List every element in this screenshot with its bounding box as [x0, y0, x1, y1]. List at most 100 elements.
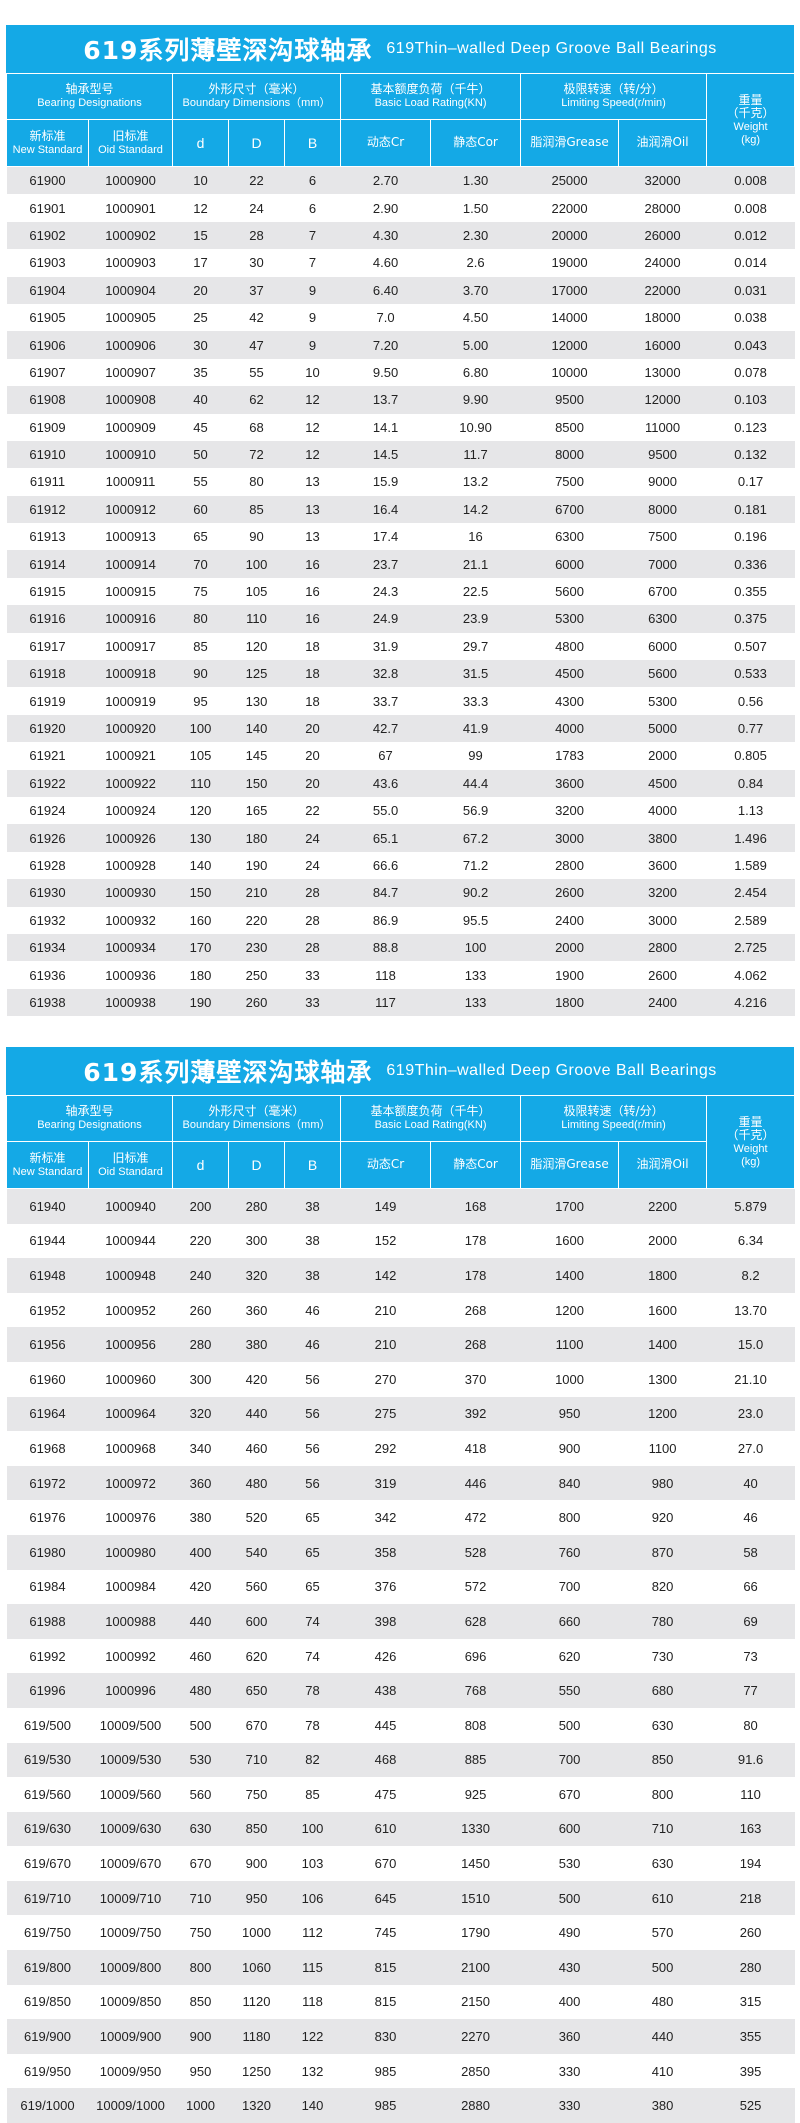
- cell-bore-d: 100: [173, 715, 229, 742]
- cell-width-B: 140: [285, 2088, 341, 2123]
- cell-old-standard: 1000914: [89, 550, 173, 577]
- cell-oil-speed: 13000: [619, 359, 707, 386]
- cell-outer-D: 37: [229, 277, 285, 304]
- bearing-table-section-2: 619系列薄壁深沟球轴承 619Thin–walled Deep Groove …: [6, 1047, 794, 2123]
- cell-dynamic-cr: 376: [341, 1570, 431, 1605]
- cell-static-cor: 11.7: [431, 441, 521, 468]
- cell-weight: 58: [707, 1535, 795, 1570]
- cell-new-standard: 61976: [7, 1500, 89, 1535]
- cell-oil-speed: 1800: [619, 1258, 707, 1293]
- cell-oil-speed: 1200: [619, 1397, 707, 1432]
- cell-dynamic-cr: 342: [341, 1500, 431, 1535]
- cell-grease-speed: 1200: [521, 1293, 619, 1328]
- cell-old-standard: 1000924: [89, 797, 173, 824]
- cell-outer-D: 260: [229, 989, 285, 1016]
- cell-outer-D: 72: [229, 441, 285, 468]
- header-static-cor: 静态Cor: [431, 1142, 521, 1189]
- cell-bore-d: 190: [173, 989, 229, 1016]
- cell-outer-D: 100: [229, 550, 285, 577]
- cell-grease-speed: 6000: [521, 550, 619, 577]
- cell-grease-speed: 1783: [521, 742, 619, 769]
- cell-bore-d: 220: [173, 1224, 229, 1259]
- cell-outer-D: 30: [229, 249, 285, 276]
- cell-static-cor: 4.50: [431, 304, 521, 331]
- table-title-bar: 619系列薄壁深沟球轴承 619Thin–walled Deep Groove …: [6, 25, 794, 73]
- cell-dynamic-cr: 24.9: [341, 605, 431, 632]
- cell-oil-speed: 480: [619, 1985, 707, 2020]
- cell-weight: 0.008: [707, 167, 795, 195]
- cell-grease-speed: 330: [521, 2054, 619, 2089]
- cell-weight: 46: [707, 1500, 795, 1535]
- cell-new-standard: 61905: [7, 304, 89, 331]
- cell-weight: 69: [707, 1604, 795, 1639]
- cell-bore-d: 25: [173, 304, 229, 331]
- cell-weight: 2.589: [707, 907, 795, 934]
- cell-width-B: 78: [285, 1673, 341, 1708]
- cell-dynamic-cr: 6.40: [341, 277, 431, 304]
- cell-new-standard: 61912: [7, 496, 89, 523]
- cell-new-standard: 61918: [7, 660, 89, 687]
- cell-oil-speed: 5000: [619, 715, 707, 742]
- cell-static-cor: 133: [431, 961, 521, 988]
- cell-weight: 260: [707, 1915, 795, 1950]
- cell-weight: 194: [707, 1846, 795, 1881]
- cell-width-B: 28: [285, 879, 341, 906]
- cell-grease-speed: 3600: [521, 770, 619, 797]
- cell-dynamic-cr: 830: [341, 2019, 431, 2054]
- cell-outer-D: 90: [229, 523, 285, 550]
- cell-width-B: 65: [285, 1570, 341, 1605]
- cell-weight: 0.56: [707, 687, 795, 714]
- cell-new-standard: 61988: [7, 1604, 89, 1639]
- cell-dynamic-cr: 88.8: [341, 934, 431, 961]
- cell-new-standard: 61903: [7, 249, 89, 276]
- cell-oil-speed: 850: [619, 1743, 707, 1778]
- cell-outer-D: 180: [229, 824, 285, 851]
- header-dimensions: 外形尺寸（毫米） Boundary Dimensions（mm）: [173, 74, 341, 120]
- cell-new-standard: 619/750: [7, 1915, 89, 1950]
- cell-static-cor: 268: [431, 1327, 521, 1362]
- cell-old-standard: 1000920: [89, 715, 173, 742]
- cell-old-standard: 1000984: [89, 1570, 173, 1605]
- cell-outer-D: 150: [229, 770, 285, 797]
- cell-dynamic-cr: 149: [341, 1189, 431, 1224]
- cell-width-B: 65: [285, 1535, 341, 1570]
- cell-bore-d: 45: [173, 414, 229, 441]
- cell-dynamic-cr: 815: [341, 1985, 431, 2020]
- cell-static-cor: 2.6: [431, 249, 521, 276]
- cell-outer-D: 650: [229, 1673, 285, 1708]
- cell-outer-D: 900: [229, 1846, 285, 1881]
- cell-grease-speed: 4300: [521, 687, 619, 714]
- cell-dynamic-cr: 13.7: [341, 386, 431, 413]
- header-old-standard: 旧标准 Oid Standard: [89, 1142, 173, 1189]
- cell-bore-d: 10: [173, 167, 229, 195]
- header-grease: 脂润滑Grease: [521, 1142, 619, 1189]
- cell-old-standard: 1000956: [89, 1327, 173, 1362]
- cell-dynamic-cr: 4.30: [341, 222, 431, 249]
- cell-static-cor: 6.80: [431, 359, 521, 386]
- cell-dynamic-cr: 17.4: [341, 523, 431, 550]
- cell-grease-speed: 760: [521, 1535, 619, 1570]
- cell-grease-speed: 400: [521, 1985, 619, 2020]
- cell-weight: 23.0: [707, 1397, 795, 1432]
- cell-new-standard: 61936: [7, 961, 89, 988]
- header-old-standard: 旧标准 Oid Standard: [89, 120, 173, 167]
- cell-width-B: 38: [285, 1224, 341, 1259]
- cell-old-standard: 1000911: [89, 468, 173, 495]
- cell-grease-speed: 500: [521, 1881, 619, 1916]
- cell-weight: 91.6: [707, 1743, 795, 1778]
- cell-weight: 1.589: [707, 852, 795, 879]
